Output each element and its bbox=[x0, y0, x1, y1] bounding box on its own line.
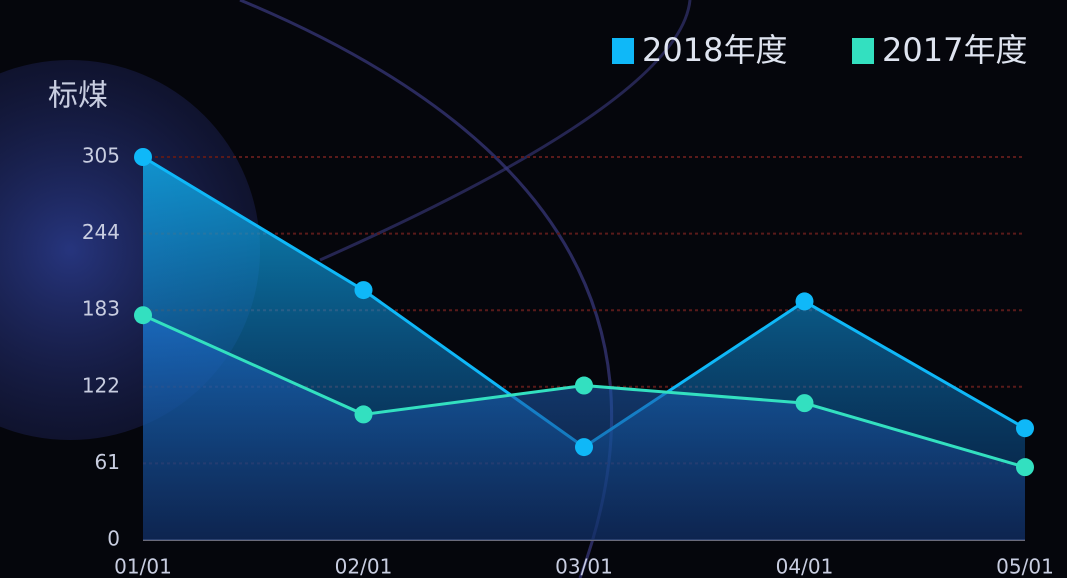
y-tick-label: 0 bbox=[107, 527, 120, 551]
legend: 2018年度 2017年度 bbox=[612, 31, 1027, 69]
legend-label: 2018年度 bbox=[642, 31, 787, 69]
y-tick-label: 61 bbox=[95, 450, 120, 474]
point bbox=[354, 405, 373, 424]
x-tick-label: 04/01 bbox=[776, 555, 834, 578]
point bbox=[1016, 458, 1034, 477]
x-tick-label: 01/01 bbox=[114, 555, 172, 578]
point bbox=[795, 394, 814, 413]
x-tick-label: 02/01 bbox=[335, 555, 393, 578]
area bbox=[143, 315, 1025, 540]
point bbox=[795, 292, 814, 311]
point bbox=[134, 306, 152, 325]
legend-label: 2017年度 bbox=[882, 31, 1027, 69]
point bbox=[354, 281, 373, 300]
y-tick-label: 183 bbox=[82, 297, 120, 321]
y-tick-label: 122 bbox=[82, 373, 120, 397]
point bbox=[134, 148, 152, 166]
legend-swatch bbox=[612, 38, 634, 64]
legend-swatch bbox=[852, 38, 874, 64]
y-tick-label: 305 bbox=[82, 144, 120, 168]
point bbox=[1016, 419, 1034, 438]
areas bbox=[134, 148, 1034, 540]
x-tick-label: 05/01 bbox=[996, 555, 1054, 578]
y-tick-label: 244 bbox=[82, 220, 120, 244]
y-axis-title: 标煤 bbox=[48, 79, 108, 114]
decor-orbit bbox=[319, 0, 692, 262]
point bbox=[575, 376, 593, 395]
x-tick-label: 03/01 bbox=[555, 555, 613, 578]
point bbox=[575, 438, 593, 457]
